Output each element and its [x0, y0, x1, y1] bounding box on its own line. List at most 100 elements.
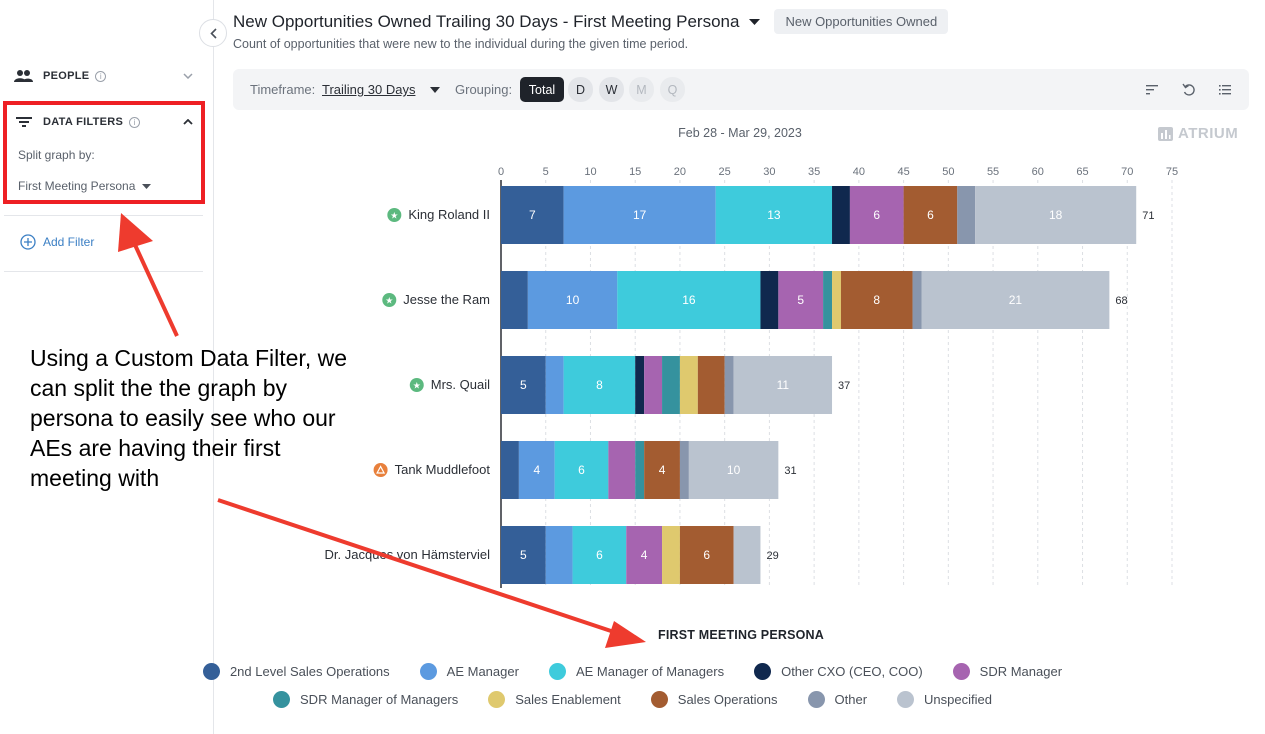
bar-segment	[903, 186, 958, 244]
bar-value-label: 6	[927, 208, 934, 222]
caret-down-icon	[142, 183, 152, 189]
legend-label: 2nd Level Sales Operations	[229, 664, 390, 679]
caret-down-icon[interactable]	[749, 18, 761, 25]
bar-segment	[840, 271, 913, 329]
chevron-up-icon[interactable]	[183, 119, 193, 125]
bar-total-label: 29	[766, 550, 778, 562]
star-icon	[387, 208, 402, 222]
bar-value-label: 11	[777, 378, 790, 392]
bar-segment	[832, 186, 850, 244]
x-tick-label: 65	[1076, 166, 1088, 178]
legend-label: Sales Operations	[677, 692, 778, 707]
timeframe-select[interactable]: Trailing 30 Days	[322, 82, 416, 97]
grouping-w-button[interactable]: W	[599, 77, 624, 102]
category-label: Dr. Jacques von Hämsterviel	[325, 547, 491, 562]
collapse-sidebar-button[interactable]	[199, 19, 227, 47]
divider	[4, 215, 203, 216]
legend-label: Other CXO (CEO, COO)	[781, 664, 923, 679]
bar-segment	[724, 356, 734, 414]
bar-segment	[679, 441, 689, 499]
bar-segment	[518, 441, 555, 499]
data-filters-section[interactable]: DATA FILTERS i	[0, 112, 213, 132]
sort-icon[interactable]	[1144, 82, 1160, 98]
data-filters-info-icon[interactable]: i	[129, 116, 141, 128]
star-icon	[409, 378, 424, 392]
caret-down-icon[interactable]	[430, 87, 440, 93]
legend-label: Unspecified	[924, 692, 992, 707]
bar-value-label: 13	[767, 208, 781, 222]
grouping-d-button[interactable]: D	[568, 77, 593, 102]
chevron-down-icon[interactable]	[183, 73, 193, 79]
legend-label: SDR Manager of Managers	[300, 692, 459, 707]
split-graph-select[interactable]: First Meeting Persona	[18, 179, 152, 193]
legend-item[interactable]: SDR Manager of Managers	[273, 691, 458, 708]
legend-item[interactable]: AE Manager of Managers	[548, 663, 725, 680]
grouping-m-button[interactable]: M	[629, 77, 654, 102]
category-label: Jesse the Ram	[403, 292, 490, 307]
add-filter-button[interactable]: Add Filter	[20, 234, 94, 250]
bar-segment	[688, 441, 779, 499]
legend-item[interactable]: AE Manager	[419, 663, 519, 680]
grouping-label: Grouping:	[455, 82, 513, 97]
x-tick-label: 10	[584, 166, 596, 178]
page-subtitle: Count of opportunities that were new to …	[233, 37, 689, 51]
bar-segment	[644, 441, 680, 499]
bar-value-label: 4	[641, 548, 648, 562]
legend-swatch	[488, 691, 506, 708]
data-filters-label: DATA FILTERS	[43, 116, 124, 128]
bar-value-label: 4	[659, 463, 666, 477]
legend-label: AE Manager	[446, 664, 519, 679]
legend-swatch	[548, 663, 566, 680]
x-tick-label: 15	[629, 166, 641, 178]
chevron-left-icon	[209, 27, 217, 39]
grouping-total-button[interactable]: Total	[520, 77, 564, 102]
legend-item[interactable]: Sales Enablement	[488, 691, 621, 708]
bar-segment	[662, 526, 680, 584]
x-tick-label: 25	[719, 166, 731, 178]
annotation-text: Using a Custom Data Filter, we can split…	[30, 345, 348, 491]
legend-swatch	[897, 691, 915, 708]
category-label: Tank Muddlefoot	[395, 462, 491, 477]
bar-total-label: 68	[1115, 295, 1127, 307]
legend-item[interactable]: Sales Operations	[650, 691, 778, 708]
reset-icon[interactable]	[1181, 82, 1197, 98]
x-tick-label: 40	[853, 166, 865, 178]
metric-badge[interactable]: New Opportunities Owned	[774, 9, 949, 34]
x-tick-label: 35	[808, 166, 820, 178]
grouping-q-button[interactable]: Q	[660, 77, 685, 102]
bar-value-label: 8	[873, 293, 880, 307]
legend-item[interactable]: 2nd Level Sales Operations	[202, 663, 390, 680]
legend-item[interactable]: Unspecified	[897, 691, 992, 708]
legend-label: SDR Manager	[979, 664, 1063, 679]
bar-segment	[733, 526, 761, 584]
bar-segment	[644, 356, 663, 414]
people-label: PEOPLE	[43, 70, 90, 82]
bar-value-label: 5	[520, 548, 527, 562]
bar-segment	[733, 356, 833, 414]
page-title[interactable]: New Opportunities Owned Trailing 30 Days…	[233, 11, 740, 31]
legend-swatch	[754, 663, 772, 680]
legend-item[interactable]: SDR Manager	[952, 663, 1063, 680]
bar-segment	[501, 356, 546, 414]
bar-segment	[501, 441, 519, 499]
timeframe-label: Timeframe:	[250, 82, 316, 97]
star-icon-glyph: ★	[385, 297, 393, 307]
legend-item[interactable]: Other	[807, 691, 867, 708]
title-row: New Opportunities Owned Trailing 30 Days…	[233, 9, 949, 34]
bar-segment	[975, 186, 1137, 244]
x-tick-label: 30	[763, 166, 775, 178]
list-icon[interactable]	[1217, 82, 1233, 98]
people-info-icon[interactable]: i	[95, 70, 107, 82]
legend-swatch	[202, 663, 220, 680]
split-graph-value: First Meeting Persona	[18, 179, 136, 193]
bar-value-label: 5	[520, 378, 527, 392]
bar-value-label: 17	[633, 208, 647, 222]
x-tick-label: 5	[543, 166, 549, 178]
legend-item[interactable]: Other CXO (CEO, COO)	[754, 663, 923, 680]
people-section[interactable]: PEOPLE i	[0, 66, 213, 86]
legend-label: AE Manager of Managers	[575, 664, 725, 679]
filter-icon	[16, 117, 32, 127]
legend-row: 2nd Level Sales Operations AE Manager AE M…	[0, 663, 1265, 680]
bar-value-label: 16	[682, 293, 696, 307]
